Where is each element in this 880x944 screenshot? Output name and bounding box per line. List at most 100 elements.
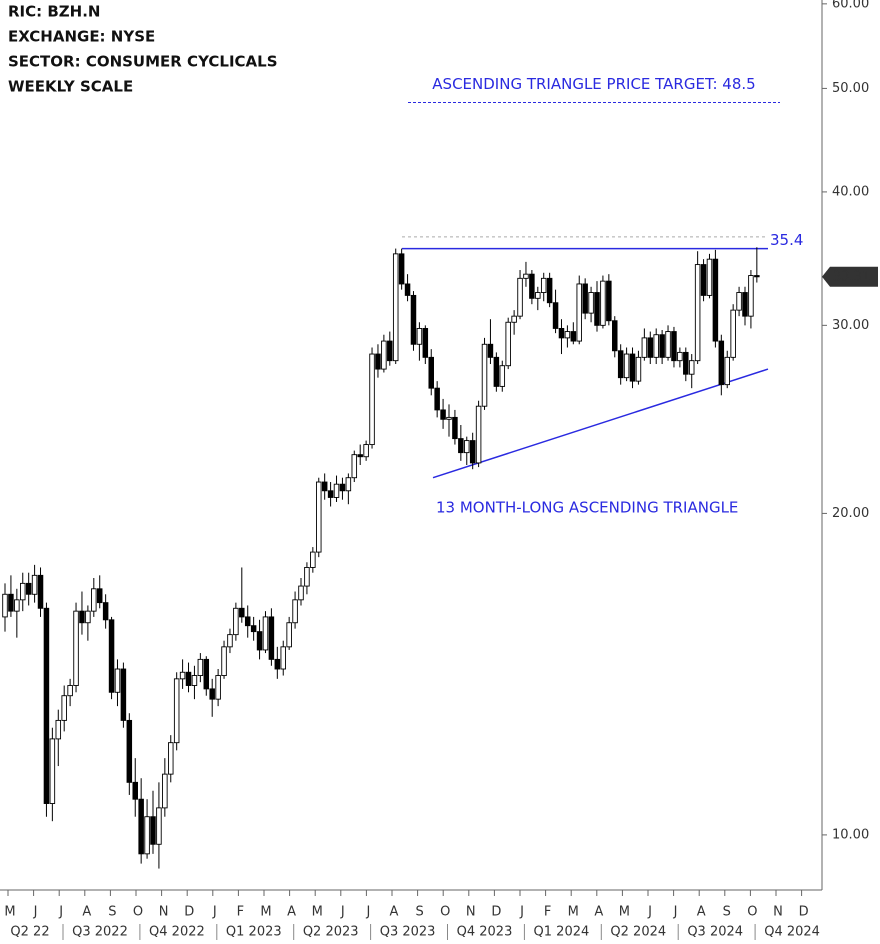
month-label: J bbox=[340, 905, 345, 920]
month-label: O bbox=[133, 905, 143, 920]
info-line: WEEKLY SCALE bbox=[8, 78, 133, 96]
candle-body bbox=[375, 353, 381, 370]
candle-body bbox=[203, 658, 210, 690]
month-label: M bbox=[260, 905, 271, 920]
y-tick-label: 20.00 bbox=[832, 506, 869, 521]
candle-body bbox=[529, 273, 535, 299]
candle-body bbox=[286, 622, 292, 648]
candle-body bbox=[736, 292, 742, 311]
candle-body bbox=[43, 607, 50, 804]
month-label: J bbox=[33, 905, 38, 920]
candle-body bbox=[606, 280, 612, 322]
y-tick-label: 40.00 bbox=[832, 184, 869, 199]
candle-body bbox=[227, 634, 233, 648]
candle-body bbox=[292, 599, 298, 624]
candle-body bbox=[345, 477, 352, 492]
candle-body bbox=[469, 440, 476, 464]
candle-body bbox=[262, 616, 269, 651]
candle-body bbox=[369, 353, 375, 446]
candle-body bbox=[475, 405, 482, 464]
candle-body bbox=[138, 798, 144, 855]
quarter-label: Q3 2022 bbox=[72, 925, 128, 940]
resistance-label: 35.4 bbox=[770, 231, 803, 249]
candle-body bbox=[381, 340, 387, 370]
candle-body bbox=[464, 440, 470, 454]
candle-body bbox=[156, 807, 162, 845]
candle-body bbox=[612, 320, 618, 352]
month-label: J bbox=[519, 905, 524, 920]
quarter-label: Q3 2023 bbox=[380, 925, 436, 940]
candle-body bbox=[730, 309, 736, 358]
support-line bbox=[432, 368, 769, 479]
candle-body bbox=[298, 585, 304, 601]
candle-body bbox=[481, 343, 488, 407]
candle-body bbox=[428, 356, 434, 389]
candle-body bbox=[446, 416, 452, 420]
candle-body bbox=[659, 334, 665, 358]
candle-body bbox=[339, 483, 346, 492]
candle-body bbox=[96, 588, 103, 604]
candle-body bbox=[20, 582, 26, 601]
candle-body bbox=[91, 588, 97, 612]
month-label: S bbox=[415, 905, 423, 920]
candle-body bbox=[31, 574, 38, 595]
candle-body bbox=[185, 671, 192, 686]
month-label: M bbox=[312, 905, 323, 920]
candle-body bbox=[754, 275, 760, 278]
candle-body bbox=[173, 678, 180, 744]
candle-body bbox=[132, 781, 138, 800]
month-label: J bbox=[212, 905, 217, 920]
candle-body bbox=[558, 327, 565, 339]
candle-body bbox=[552, 302, 559, 329]
quarter-label: Q4 2024 bbox=[764, 925, 820, 940]
month-label: J bbox=[647, 905, 652, 920]
y-tick-label: 30.00 bbox=[832, 318, 869, 333]
candle-body bbox=[280, 646, 286, 670]
month-label: O bbox=[440, 905, 450, 920]
candle-body bbox=[398, 253, 405, 285]
month-label: A bbox=[390, 905, 399, 920]
candle-body bbox=[351, 454, 358, 479]
candle-body bbox=[79, 610, 85, 624]
month-label: A bbox=[82, 905, 91, 920]
quarter-label: Q2 22 bbox=[10, 925, 49, 940]
candle-body bbox=[499, 365, 506, 387]
month-label: N bbox=[159, 905, 169, 920]
month-label: D bbox=[184, 905, 194, 920]
month-label: D bbox=[491, 905, 501, 920]
candle-body bbox=[49, 738, 56, 804]
candle-body bbox=[162, 773, 168, 809]
month-label: M bbox=[4, 905, 15, 920]
quarter-label: Q3 2024 bbox=[687, 925, 743, 940]
candle-body bbox=[653, 334, 659, 358]
candle-body bbox=[357, 454, 363, 458]
candle-body bbox=[256, 631, 263, 651]
quarter-label: Q2 2023 bbox=[303, 925, 359, 940]
quarter-label: Q1 2023 bbox=[226, 925, 282, 940]
candle-body bbox=[144, 816, 150, 855]
candle-body bbox=[392, 253, 399, 362]
month-label: D bbox=[799, 905, 809, 920]
candle-body bbox=[244, 616, 251, 627]
quarter-label: Q1 2024 bbox=[534, 925, 590, 940]
candle-body bbox=[706, 258, 713, 296]
last-price-label: 33.31 bbox=[833, 269, 870, 284]
candle-body bbox=[493, 356, 500, 387]
candle-body bbox=[404, 283, 411, 296]
candle-body bbox=[588, 292, 594, 314]
candle-body bbox=[333, 483, 340, 498]
target-label: ASCENDING TRIANGLE PRICE TARGET: 48.5 bbox=[432, 75, 755, 93]
candle-body bbox=[8, 593, 14, 612]
candle-body bbox=[209, 688, 215, 700]
month-label: A bbox=[697, 905, 706, 920]
candle-body bbox=[671, 331, 677, 362]
month-label: A bbox=[594, 905, 603, 920]
candle-body bbox=[617, 350, 624, 379]
candle-body bbox=[61, 695, 67, 721]
candle-body bbox=[724, 356, 730, 386]
candle-body bbox=[487, 343, 494, 358]
candle-body bbox=[168, 742, 174, 775]
candle-body bbox=[564, 331, 571, 339]
candle-body bbox=[641, 337, 648, 358]
candle-body bbox=[239, 607, 245, 618]
